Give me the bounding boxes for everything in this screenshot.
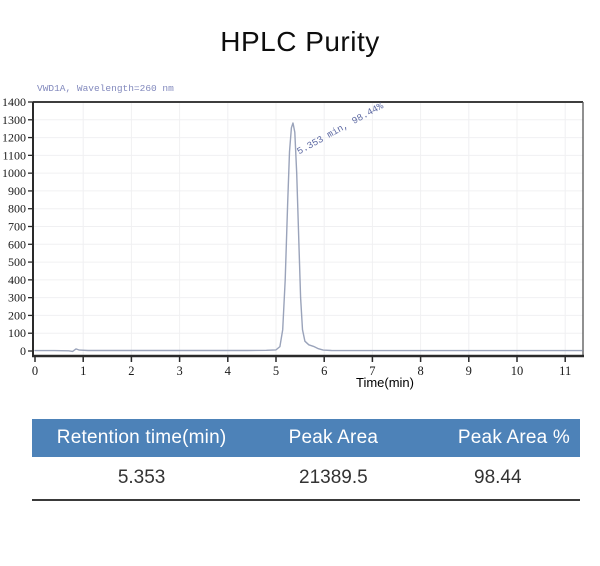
retention-time-value: 5.353 (117, 467, 166, 488)
y-tick-label: 1000 (2, 166, 26, 180)
x-tick-label: 3 (176, 364, 182, 378)
x-tick-label: 11 (559, 364, 571, 378)
x-tick-label: 7 (369, 364, 375, 378)
x-tick-label: 2 (128, 364, 134, 378)
y-tick-label: 100 (8, 326, 26, 340)
peak-area-value: 21389.5 (299, 467, 368, 488)
table-row: 5.353 21389.5 98.44 (32, 457, 580, 501)
x-tick-label: 4 (225, 364, 232, 378)
y-tick-label: 1400 (2, 95, 26, 109)
y-tick-label: 1200 (2, 131, 26, 145)
column-header-peak-area: Peak Area (288, 427, 379, 448)
y-tick-label: 200 (8, 308, 26, 322)
y-tick-label: 300 (8, 291, 26, 305)
page-title: HPLC Purity (220, 26, 380, 57)
y-tick-label: 1100 (2, 148, 26, 162)
chromatogram-trace (34, 122, 583, 353)
y-tick-label: 400 (8, 273, 26, 287)
y-tick-label: 0 (20, 344, 26, 358)
results-table: Retention time(min) Peak Area Peak Area … (32, 419, 580, 501)
y-tick-label: 600 (8, 237, 26, 251)
results-table-header: Retention time(min) Peak Area Peak Area … (32, 419, 580, 457)
x-tick-label: 0 (32, 364, 38, 378)
peak-area-percent-value: 98.44 (474, 467, 522, 488)
y-tick-label: 900 (8, 184, 26, 198)
x-tick-label: 1 (80, 364, 86, 378)
y-tick-label: 1300 (2, 113, 26, 127)
column-header-retention-time: Retention time(min) (56, 427, 227, 448)
x-tick-label: 8 (417, 364, 423, 378)
x-tick-label: 5 (273, 364, 279, 378)
column-header-peak-area-percent: Peak Area % (457, 427, 570, 448)
detector-signal-label: VWD1A, Wavelength=260 nm (37, 83, 174, 94)
x-tick-label: 6 (321, 364, 327, 378)
x-axis-title: Time(min) (355, 375, 414, 390)
y-tick-label: 800 (8, 202, 26, 216)
y-tick-label: 500 (8, 255, 26, 269)
y-tick-label: 700 (8, 220, 26, 234)
x-tick-label: 9 (466, 364, 472, 378)
chromatogram-plot: 0100200300400500600700800900100011001200… (2, 95, 584, 378)
x-tick-label: 10 (511, 364, 524, 378)
